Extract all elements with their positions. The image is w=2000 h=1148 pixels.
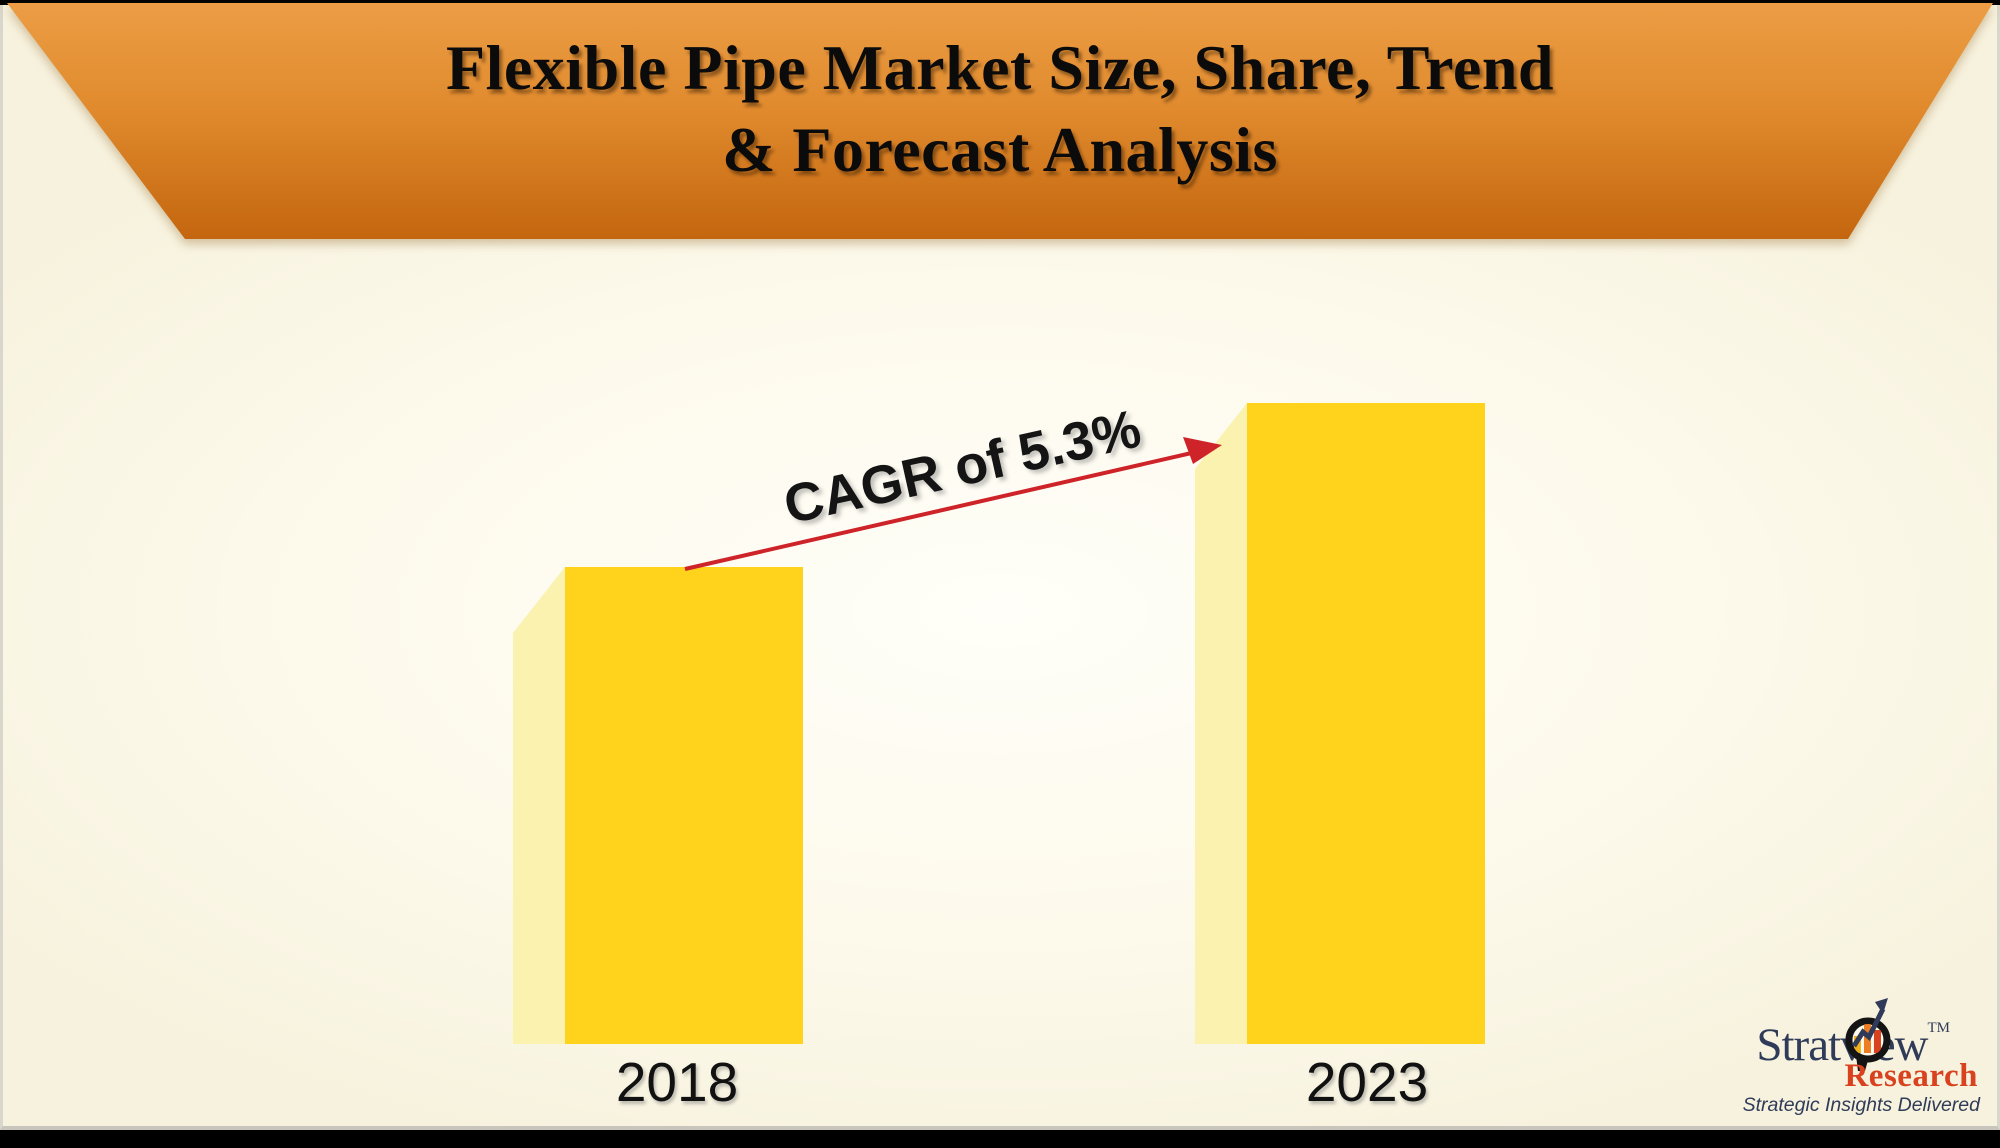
bar-side-2023	[1195, 403, 1247, 1044]
logo-brand-name: Stratvi ewTM	[1756, 998, 1951, 1072]
magnifier-chart-icon	[1845, 998, 1891, 1071]
bar-front-2018	[565, 567, 803, 1044]
cagr-arrow-line	[684, 450, 1197, 571]
trademark-symbol: TM	[1927, 1020, 1951, 1036]
page-title: Flexible Pipe Market Size, Share, Trend …	[7, 3, 1993, 191]
header-banner: Flexible Pipe Market Size, Share, Trend …	[0, 3, 2000, 239]
x-axis-label-2018: 2018	[615, 1051, 739, 1113]
stratview-research-logo: Stratvi ewTM Research Strategic Insights…	[1680, 955, 1980, 1125]
bar-front-2023	[1247, 403, 1485, 1044]
header-banner-shape: Flexible Pipe Market Size, Share, Trend …	[6, 3, 1993, 239]
logo-research-text: Research	[1844, 1058, 1978, 1094]
bar-side-2018	[513, 567, 565, 1044]
x-axis-label-2023: 2023	[1305, 1051, 1429, 1113]
logo-tagline: Strategic Insights Delivered	[1742, 1094, 1980, 1116]
bars-group	[513, 403, 1485, 1044]
cagr-arrow	[684, 437, 1222, 571]
cagr-arrowhead-icon	[1183, 437, 1222, 464]
page-title-line1: Flexible Pipe Market Size, Share, Trend	[446, 32, 1554, 103]
brand-letter-i: i	[1845, 998, 1891, 1072]
page-title-line2: & Forecast Analysis	[722, 113, 1278, 185]
